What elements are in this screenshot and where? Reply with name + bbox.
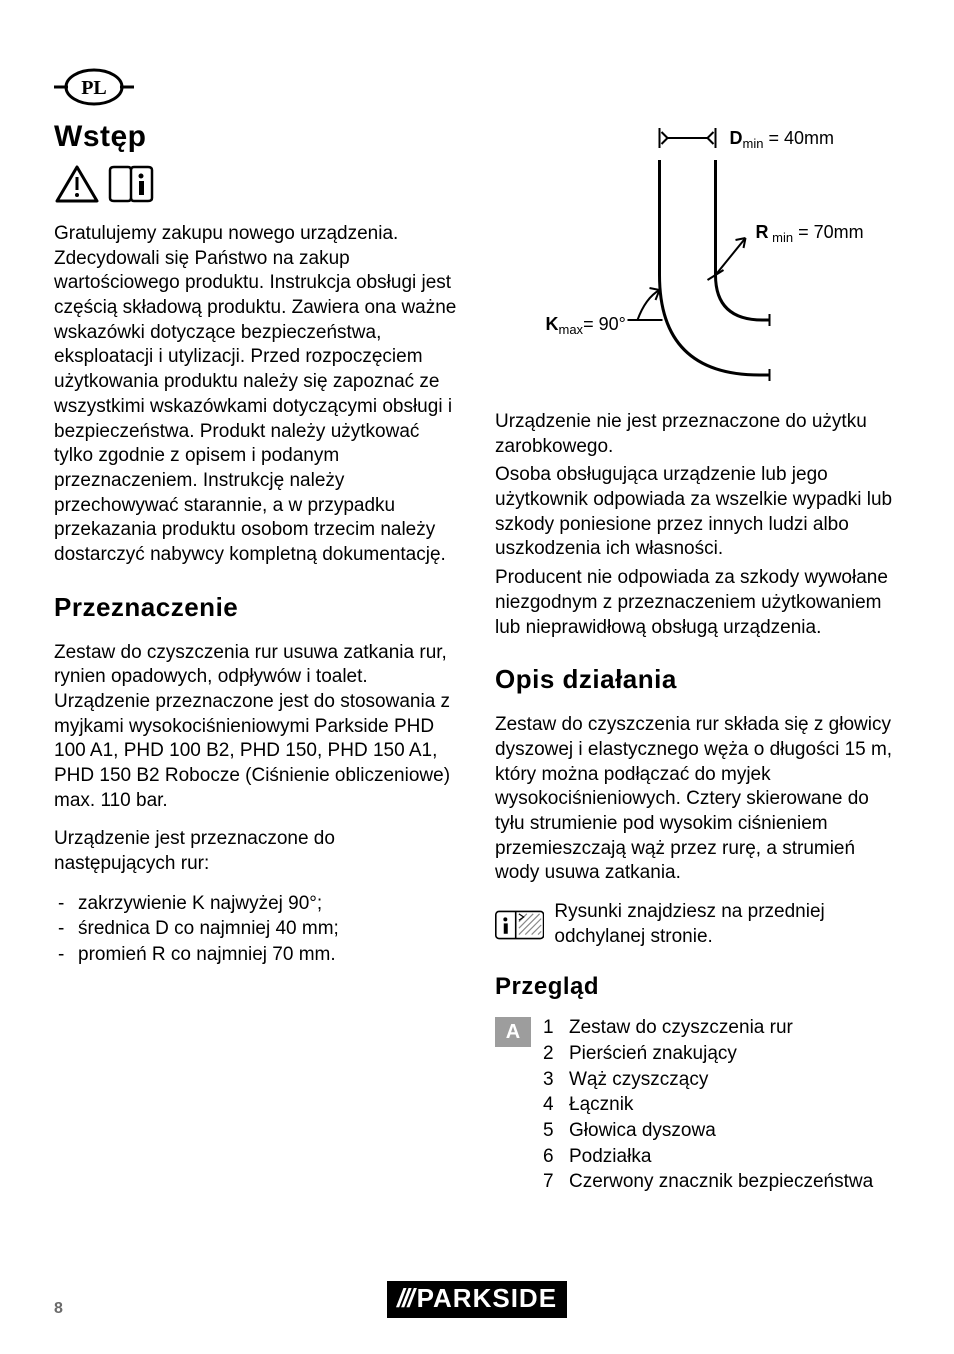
page-footer: 8 /// PARKSIDE [54, 1281, 900, 1318]
pipe-spec-list: -zakrzywienie K najwyżej 90°; -średnica … [54, 891, 459, 968]
svg-text:R min = 70mm: R min = 70mm [756, 222, 864, 245]
manual-info-icon [106, 164, 156, 204]
bullet-item: zakrzywienie K najwyżej 90°; [78, 891, 322, 917]
right-p2: Osoba obsługująca urządzenie lub jego uż… [495, 463, 900, 562]
list-item: Wąż czyszczący [569, 1067, 708, 1093]
callout-text: Rysunki znajdziesz na przedniej odchylan… [554, 900, 900, 949]
heading-przeznaczenie: Przeznaczenie [54, 592, 459, 623]
page-number: 8 [54, 1300, 63, 1318]
heading-przeglad: Przegląd [495, 973, 900, 1001]
info-foldout-icon [495, 907, 544, 943]
right-column: Dmin = 40mm R min = 70mm Kmax= 90° [495, 120, 900, 1195]
lang-code-text: PL [81, 77, 107, 99]
svg-text:Dmin = 40mm: Dmin = 40mm [730, 128, 834, 151]
bullet-item: promień R co najmniej 70 mm. [78, 942, 336, 968]
right-p3: Producent nie odpowiada za szkody wywoła… [495, 566, 900, 640]
desc-paragraph: Zestaw do czyszczenia rur składa się z g… [495, 713, 900, 886]
heading-opis: Opis działania [495, 664, 900, 695]
left-column: Wstęp Gratulujemy zakupu nowego urządzen… [54, 120, 459, 1195]
warning-triangle-icon [54, 164, 100, 204]
parts-list: 1Zestaw do czyszczenia rur 2Pierścień zn… [543, 1015, 873, 1194]
list-item: Głowica dyszowa [569, 1118, 716, 1144]
list-item: Czerwony znacznik bezpieczeństwa [569, 1169, 873, 1195]
brand-text: PARKSIDE [417, 1283, 557, 1314]
purpose-paragraph-1: Zestaw do czyszczenia rur usuwa zatkania… [54, 641, 459, 814]
right-p1: Urządzenie nie jest przeznaczone do użyt… [495, 410, 900, 459]
brand-stripes-icon: /// [397, 1283, 413, 1314]
overview-section: A 1Zestaw do czyszczenia rur 2Pierścień … [495, 1015, 900, 1194]
brand-logo: /// PARKSIDE [387, 1281, 567, 1318]
heading-wstep: Wstęp [54, 120, 459, 154]
warning-info-icons [54, 164, 459, 204]
bullet-item: średnica D co najmniej 40 mm; [78, 916, 339, 942]
list-item: Pierścień znakujący [569, 1041, 737, 1067]
purpose-paragraph-2: Urządzenie jest przeznaczone do następuj… [54, 827, 459, 876]
list-item: Zestaw do czyszczenia rur [569, 1015, 793, 1041]
figure-reference-callout: Rysunki znajdziesz na przedniej odchylan… [495, 900, 900, 949]
figure-a-badge: A [495, 1017, 531, 1047]
svg-text:Kmax= 90°: Kmax= 90° [546, 314, 626, 337]
list-item: Podziałka [569, 1144, 651, 1170]
pipe-diagram: Dmin = 40mm R min = 70mm Kmax= 90° [495, 120, 900, 390]
intro-paragraph: Gratulujemy zakupu nowego urządzenia. Zd… [54, 222, 459, 568]
language-badge: PL [54, 68, 134, 111]
list-item: Łącznik [569, 1092, 633, 1118]
